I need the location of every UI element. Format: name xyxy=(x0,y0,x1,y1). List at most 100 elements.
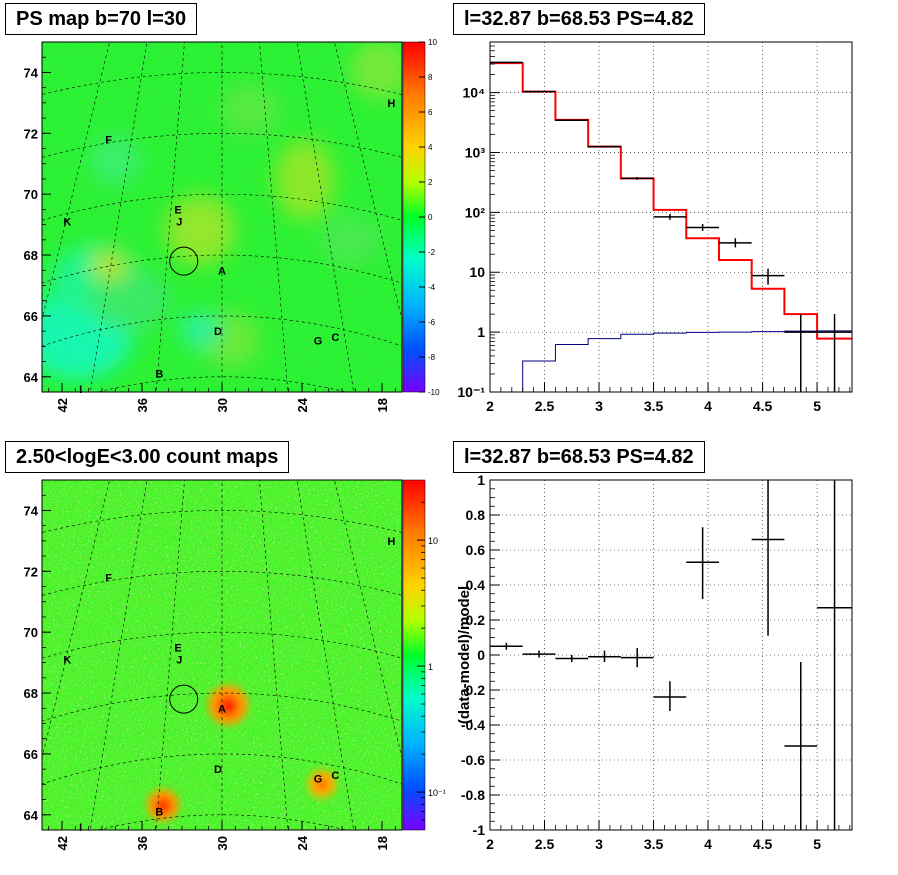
colorbar-tick-label: -6 xyxy=(428,318,436,327)
y-tick-label: 72 xyxy=(24,564,38,579)
model-background-step xyxy=(522,330,852,392)
y-tick-label: 0 xyxy=(477,647,485,663)
x-tick-label: 36 xyxy=(135,836,150,850)
y-tick-label: 10 xyxy=(469,264,485,280)
x-tick-label: 24 xyxy=(295,397,310,412)
y-tick-label: 68 xyxy=(24,248,38,263)
colorbar-tick-label: 6 xyxy=(428,108,433,117)
data-point xyxy=(751,268,785,285)
residual-series xyxy=(490,480,852,830)
x-tick-label: 2 xyxy=(486,836,494,852)
y-tick-label: 74 xyxy=(24,503,39,518)
y-tick-label: 64 xyxy=(24,370,39,385)
ps-map-texture xyxy=(42,42,402,392)
spectrum-grid xyxy=(490,42,852,392)
data-point xyxy=(784,314,818,392)
y-tick-label: 66 xyxy=(24,747,38,762)
colorbar-tick-label: -2 xyxy=(428,248,436,257)
y-tick-label: 10⁴ xyxy=(463,85,486,101)
colorbar-tick-label: 10⁻¹ xyxy=(428,788,446,798)
y-tick-label: 10³ xyxy=(465,144,486,160)
residual-point xyxy=(490,642,523,650)
x-tick-label: 30 xyxy=(215,836,230,850)
source-label-i: I xyxy=(79,822,82,834)
colorbar-tick-label: 2 xyxy=(428,178,433,187)
colorbar-tick-label: -8 xyxy=(428,353,436,362)
residual-point xyxy=(522,650,556,658)
source-circle xyxy=(169,684,199,714)
source-label-k: K xyxy=(63,655,71,667)
source-label-c: C xyxy=(331,770,339,782)
y-tick-label: -1 xyxy=(473,822,486,838)
count-map-coordinate-grid xyxy=(42,480,402,830)
x-tick-label: 4.5 xyxy=(753,836,773,852)
y-tick-label: 72 xyxy=(24,126,38,141)
source-label-k: K xyxy=(63,217,71,229)
grid-meridian xyxy=(296,42,355,392)
x-tick-label: 5 xyxy=(813,836,821,852)
y-tick-label: 1 xyxy=(477,472,485,488)
grid-meridian xyxy=(155,42,185,392)
data-point xyxy=(522,90,556,93)
grid-parallel xyxy=(42,510,402,533)
x-tick-label: 2.5 xyxy=(535,398,555,414)
x-tick-label: 36 xyxy=(135,398,150,412)
source-label-a: A xyxy=(218,703,226,715)
y-tick-label: -0.4 xyxy=(461,717,485,733)
source-label-g: G xyxy=(314,335,323,347)
grid-parallel xyxy=(42,72,402,95)
x-tick-label: 42 xyxy=(55,398,70,412)
y-tick-label: 1 xyxy=(477,324,485,340)
residual-title: l=32.87 b=68.53 PS=4.82 xyxy=(453,441,705,473)
residual-point xyxy=(653,681,687,711)
count-map-axes: 42 36 30 24 18 74 72 70 68 66 64 xyxy=(24,479,396,850)
source-label-d: D xyxy=(214,326,222,338)
source-circle xyxy=(169,246,199,276)
colorbar-tick-label: 4 xyxy=(428,143,433,152)
y-tick-label: 0.2 xyxy=(466,612,486,628)
x-tick-label: 4 xyxy=(704,836,712,852)
x-tick-label: 30 xyxy=(215,398,230,412)
ps-map-coordinate-grid xyxy=(42,42,402,392)
colorbar-tick-label: -4 xyxy=(428,283,436,292)
count-map-colorbar-ticks: 10 1 10⁻¹ xyxy=(417,501,446,821)
colorbar-tick-label: 1 xyxy=(428,662,433,672)
grid-meridian xyxy=(89,42,148,392)
y-tick-label: 68 xyxy=(24,686,38,701)
residual-axes: 2 2.5 3 3.5 4 4.5 5 -1 -0.8 -0.6 -0.4 -0.2 0 0.2 0.4 0.… xyxy=(461,472,851,852)
spectrum-panel: 2 2.5 3 3.5 4 4.5 5 10⁻¹ 1 10 10² 10³ 10⁴ xyxy=(457,41,853,414)
source-label-f: F xyxy=(105,572,112,584)
colorbar-tick-label: 10 xyxy=(428,536,438,546)
data-point xyxy=(555,119,589,122)
count-map-source-labels: H F EJ K A D G C B I xyxy=(63,536,395,834)
y-tick-label: 0.4 xyxy=(466,577,486,593)
count-map-title: 2.50<logE<3.00 count maps xyxy=(5,441,290,473)
residual-panel: 2 2.5 3 3.5 4 4.5 5 -1 -0.8 -0.6 -0.4 -0.2 0 0.2 0.4 0.… xyxy=(456,472,853,852)
x-tick-label: 24 xyxy=(295,835,310,850)
residual-point xyxy=(588,650,621,662)
residual-point xyxy=(686,527,719,599)
x-tick-label: 4.5 xyxy=(753,398,773,414)
source-label-i: I xyxy=(79,384,82,396)
data-point xyxy=(718,238,752,248)
x-tick-label: 3 xyxy=(595,836,603,852)
colorbar-tick-label: 0 xyxy=(428,213,433,222)
data-point xyxy=(817,314,852,392)
source-label-g: G xyxy=(314,773,323,785)
y-tick-label: 10² xyxy=(465,204,486,220)
data-point xyxy=(653,213,687,220)
y-tick-label: 64 xyxy=(24,808,39,823)
source-label-d: D xyxy=(214,764,222,776)
x-tick-label: 2 xyxy=(486,398,494,414)
data-point xyxy=(686,223,719,231)
source-label-e: E xyxy=(174,642,181,654)
grid-meridian xyxy=(259,42,289,392)
grid-meridian xyxy=(296,480,355,830)
y-tick-label: 0.6 xyxy=(466,542,486,558)
residual-point xyxy=(817,480,852,830)
x-tick-label: 2.5 xyxy=(535,836,555,852)
x-tick-label: 3.5 xyxy=(644,398,664,414)
x-tick-label: 42 xyxy=(55,836,70,850)
